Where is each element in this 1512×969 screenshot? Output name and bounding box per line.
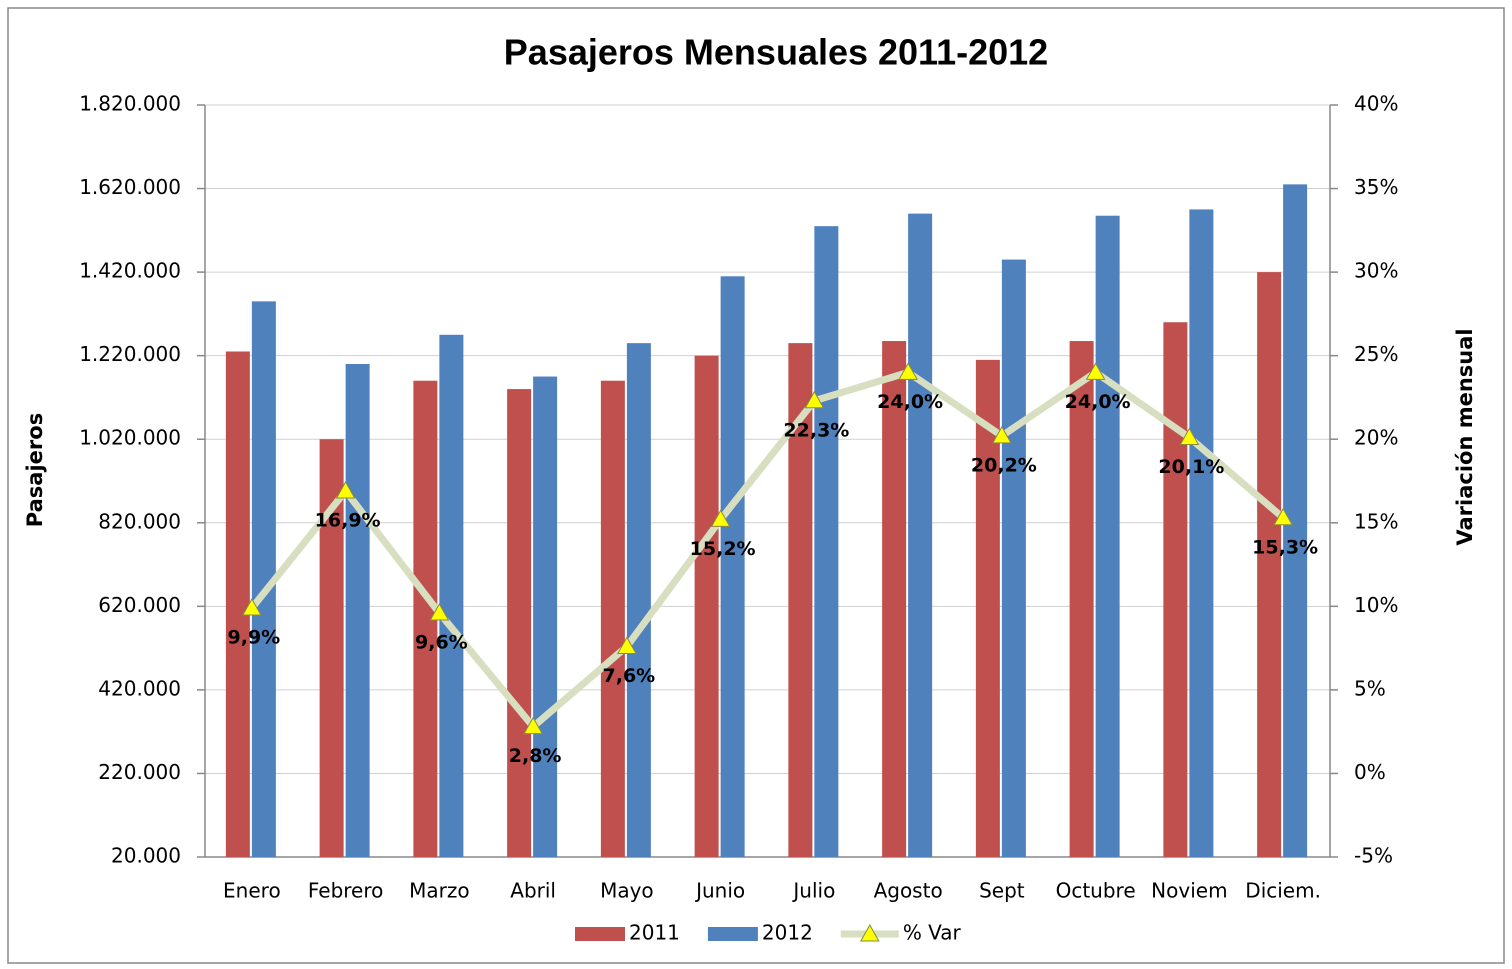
y-tick-label: 20.000 <box>111 844 181 868</box>
bar <box>626 343 651 858</box>
marker <box>898 362 918 380</box>
x-tick-label: Octubre <box>1056 879 1136 903</box>
legend-label: 2011 <box>629 921 680 945</box>
data-label: 20,1% <box>1158 456 1224 478</box>
y-tick-label: 1.220.000 <box>79 342 181 366</box>
x-tick-label: Enero <box>223 879 281 903</box>
data-label: 2,8% <box>509 745 562 767</box>
bar <box>908 213 933 858</box>
marker <box>523 716 543 735</box>
data-label: 7,6% <box>603 665 656 687</box>
bar <box>1189 209 1214 857</box>
y2-tick-label: 15% <box>1354 509 1398 533</box>
legend-label: 2012 <box>762 921 813 945</box>
marker <box>992 425 1012 444</box>
marker <box>1085 362 1106 380</box>
y2-tick-label: 20% <box>1354 426 1398 450</box>
y-tick-label: 220.000 <box>98 760 181 784</box>
x-tick-label: Junio <box>694 879 745 903</box>
y2-axis-title: Variación mensual <box>1453 328 1477 545</box>
x-tick-label: Febrero <box>308 879 384 903</box>
y-tick-label: 1.420.000 <box>79 259 181 283</box>
data-label: 20,2% <box>971 454 1037 476</box>
marker <box>335 481 356 499</box>
y2-tick-label: 5% <box>1354 676 1386 700</box>
data-label: 22,3% <box>783 419 849 441</box>
y-tick-label: 420.000 <box>98 676 181 700</box>
bar <box>1069 341 1094 857</box>
y2-tick-label: -5% <box>1354 844 1393 868</box>
bar <box>1163 322 1188 857</box>
y-tick-label: 1.020.000 <box>79 426 181 450</box>
y2-tick-label: 25% <box>1354 342 1398 366</box>
y2-tick-label: 10% <box>1354 593 1398 617</box>
marker <box>242 597 262 616</box>
y2-tick-label: 35% <box>1354 175 1398 199</box>
data-label: 16,9% <box>315 510 381 532</box>
data-label: 15,3% <box>1252 536 1318 558</box>
bar <box>345 364 370 857</box>
x-tick-label: Sept <box>979 879 1025 903</box>
bar <box>1095 215 1120 857</box>
y-axis-title: Pasajeros <box>23 413 47 527</box>
marker <box>1273 507 1293 526</box>
y2-tick-label: 40% <box>1354 92 1398 116</box>
x-tick-label: Noviem <box>1151 879 1227 903</box>
legend-marker <box>859 923 880 942</box>
marker <box>804 390 825 409</box>
data-label: 9,6% <box>415 632 468 654</box>
legend-label: % Var <box>903 921 962 945</box>
y-tick-label: 1.620.000 <box>79 175 181 199</box>
bar <box>600 380 625 857</box>
y-tick-label: 620.000 <box>98 593 181 617</box>
y2-tick-label: 0% <box>1354 760 1386 784</box>
bar <box>1257 272 1282 858</box>
marker <box>710 509 731 527</box>
bar <box>225 351 250 857</box>
data-label: 15,2% <box>690 538 756 560</box>
y-tick-label: 820.000 <box>98 509 181 533</box>
bar <box>694 355 719 857</box>
y2-tick-label: 30% <box>1354 259 1398 283</box>
legend-swatch <box>707 927 758 941</box>
data-label: 24,0% <box>1065 391 1131 413</box>
x-tick-label: Julio <box>791 879 835 903</box>
chart-title: Pasajeros Mensuales 2011-2012 <box>504 32 1048 73</box>
bar <box>1001 259 1026 858</box>
line <box>249 368 1286 731</box>
bar <box>814 226 839 858</box>
marker <box>617 636 637 654</box>
marker <box>1179 427 1200 446</box>
bar <box>882 341 907 857</box>
bar <box>720 276 745 857</box>
bar <box>507 389 532 857</box>
bar <box>533 376 558 857</box>
x-tick-label: Diciem. <box>1245 879 1321 903</box>
x-tick-label: Abril <box>510 879 556 903</box>
legend-swatch <box>575 927 625 941</box>
x-tick-label: Marzo <box>409 879 469 903</box>
x-tick-label: Agosto <box>874 879 943 903</box>
data-label: 24,0% <box>877 391 943 413</box>
y-tick-label: 1.820.000 <box>79 92 181 116</box>
bar <box>439 334 464 857</box>
x-tick-label: Mayo <box>600 879 654 903</box>
data-label: 9,9% <box>228 627 281 649</box>
marker <box>429 602 450 621</box>
